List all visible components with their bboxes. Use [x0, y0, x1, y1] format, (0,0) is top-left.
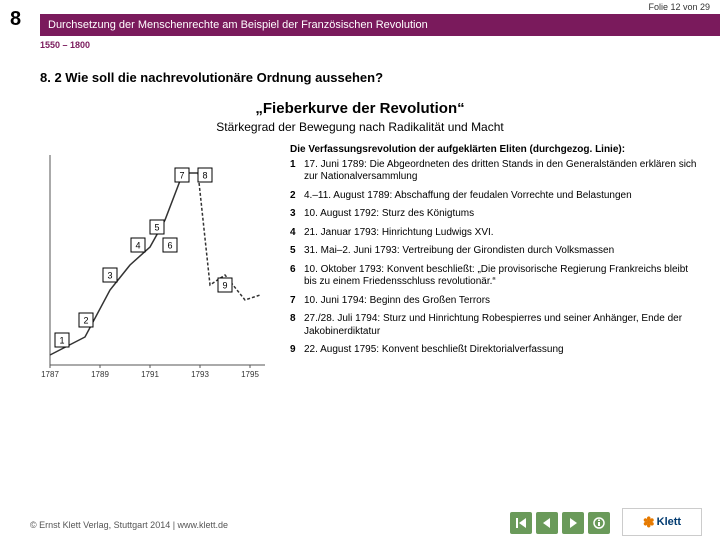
subtitle: Stärkegrad der Bewegung nach Radikalität…	[0, 120, 720, 134]
event-text: 10. August 1792: Sturz des Königtums	[304, 208, 700, 221]
svg-text:7: 7	[179, 170, 184, 180]
svg-text:1787: 1787	[41, 370, 59, 379]
event-number: 7	[290, 295, 304, 308]
svg-text:6: 6	[167, 240, 172, 250]
event-row: 117. Juni 1789: Die Abgeordneten des dri…	[290, 159, 700, 184]
fever-curve-chart: 1787 1789 1791 1793 1795 1 2 3 4 56 7 8 9	[30, 140, 270, 390]
event-number: 4	[290, 227, 304, 240]
event-text: 10. Juni 1794: Beginn des Großen Terrors	[304, 295, 700, 308]
event-number: 3	[290, 208, 304, 221]
slide-counter: Folie 12 von 29	[648, 2, 710, 12]
svg-text:2: 2	[83, 315, 88, 325]
nav-prev-button[interactable]	[536, 512, 558, 534]
event-text: 27./28. Juli 1794: Sturz und Hinrichtung…	[304, 313, 700, 338]
events-list: Die Verfassungsrevolution der aufgeklärt…	[290, 144, 700, 363]
section-heading: 8. 2 Wie soll die nachrevolutionäre Ordn…	[40, 70, 383, 85]
event-row: 24.–11. August 1789: Abschaffung der feu…	[290, 190, 700, 203]
event-row: 531. Mai–2. Juni 1793: Vertreibung der G…	[290, 245, 700, 258]
svg-text:1795: 1795	[241, 370, 259, 379]
chapter-number: 8	[10, 8, 21, 31]
header-bar: Durchsetzung der Menschenrechte am Beisp…	[40, 14, 720, 36]
svg-text:1789: 1789	[91, 370, 109, 379]
event-text: 31. Mai–2. Juni 1793: Vertreibung der Gi…	[304, 245, 700, 258]
event-text: 10. Oktober 1793: Konvent beschließt: „D…	[304, 264, 700, 289]
svg-text:8: 8	[202, 170, 207, 180]
event-row: 421. Januar 1793: Hinrichtung Ludwigs XV…	[290, 227, 700, 240]
event-number: 1	[290, 159, 304, 184]
event-number: 5	[290, 245, 304, 258]
svg-text:1793: 1793	[191, 370, 209, 379]
event-number: 6	[290, 264, 304, 289]
nav-icons	[510, 512, 610, 534]
date-range: 1550 – 1800	[40, 40, 90, 50]
svg-text:1791: 1791	[141, 370, 159, 379]
nav-next-button[interactable]	[562, 512, 584, 534]
svg-text:1: 1	[59, 335, 64, 345]
svg-text:3: 3	[107, 270, 112, 280]
header-title: Durchsetzung der Menschenrechte am Beisp…	[40, 19, 428, 31]
event-row: 610. Oktober 1793: Konvent beschließt: „…	[290, 264, 700, 289]
event-text: 21. Januar 1793: Hinrichtung Ludwigs XVI…	[304, 227, 700, 240]
footer-copyright: © Ernst Klett Verlag, Stuttgart 2014 | w…	[30, 520, 228, 530]
nav-info-button[interactable]	[588, 512, 610, 534]
event-number: 9	[290, 344, 304, 357]
svg-text:9: 9	[222, 280, 227, 290]
event-text: 22. August 1795: Konvent beschließt Dire…	[304, 344, 700, 357]
event-row: 310. August 1792: Sturz des Königtums	[290, 208, 700, 221]
event-number: 2	[290, 190, 304, 203]
event-number: 8	[290, 313, 304, 338]
svg-text:5: 5	[154, 222, 159, 232]
nav-first-button[interactable]	[510, 512, 532, 534]
event-text: 4.–11. August 1789: Abschaffung der feud…	[304, 190, 700, 203]
event-row: 827./28. Juli 1794: Sturz und Hinrichtun…	[290, 313, 700, 338]
event-text: 17. Juni 1789: Die Abgeordneten des drit…	[304, 159, 700, 184]
main-title: „Fieberkurve der Revolution“	[0, 100, 720, 117]
logo-text: Klett	[657, 516, 681, 528]
logo-icon: ✽	[643, 514, 655, 531]
event-row: 710. Juni 1794: Beginn des Großen Terror…	[290, 295, 700, 308]
svg-text:4: 4	[135, 240, 140, 250]
events-heading: Die Verfassungsrevolution der aufgeklärt…	[290, 144, 700, 157]
publisher-logo: ✽ Klett	[622, 508, 702, 536]
event-row: 922. August 1795: Konvent beschließt Dir…	[290, 344, 700, 357]
